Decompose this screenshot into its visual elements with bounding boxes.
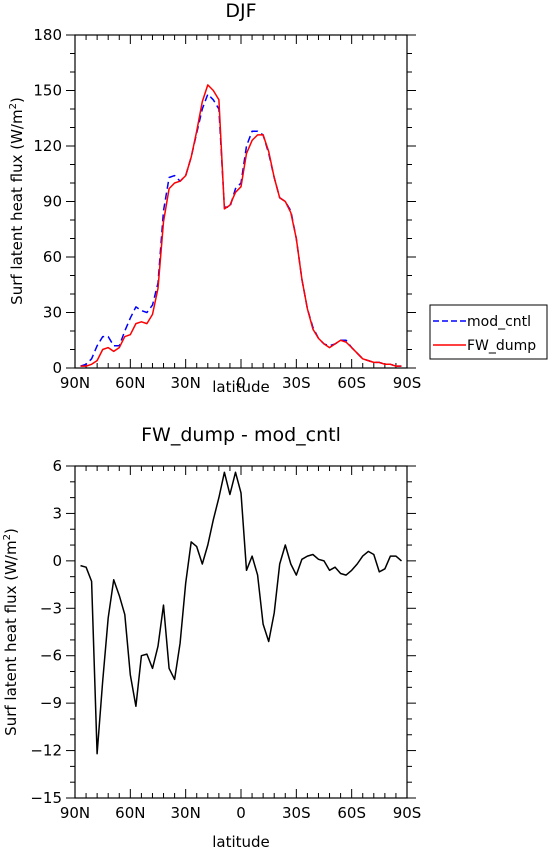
bottom-y-tick-label: −3 [40, 599, 62, 617]
bottom-chart-y-axis-label: Surf latent heat flux (W/m2) [2, 528, 20, 736]
bottom-x-tick-label: 30N [171, 804, 201, 822]
bottom-chart: FW_dump - mod_cntl latitude Surf latent … [2, 424, 421, 851]
top-x-tick-label: 60S [337, 374, 366, 392]
top-x-tick-label: 0 [236, 374, 246, 392]
bottom-series-line-difference [80, 471, 402, 755]
bottom-y-tick-label: 0 [52, 552, 62, 570]
bottom-chart-y-axis-label-close: ) [2, 528, 20, 534]
bottom-chart-y-axis-label-main: Surf latent heat flux (W/m [2, 540, 20, 735]
top-y-tick-label: 180 [33, 26, 62, 44]
bottom-x-tick-label: 60S [337, 804, 366, 822]
legend-label-fw-dump: FW_dump [467, 338, 536, 354]
top-chart-y-axis-label-close: ) [8, 97, 26, 103]
top-y-tick-label: 0 [52, 359, 62, 377]
top-y-tick-label: 60 [43, 248, 62, 266]
bottom-chart-y-axis-label-sup: 2 [2, 534, 13, 540]
top-chart-y-axis-label-sup: 2 [8, 103, 19, 109]
bottom-y-tick-label: −15 [30, 789, 62, 807]
bottom-x-tick-label: 90S [393, 804, 422, 822]
bottom-y-tick-label: −6 [40, 647, 62, 665]
top-series-line-fw-dump [80, 84, 402, 367]
top-y-tick-label: 90 [43, 193, 62, 211]
top-chart-legend: mod_cntl FW_dump [429, 304, 548, 360]
bottom-y-tick-label: 6 [52, 457, 62, 475]
bottom-chart-x-axis-label: latitude [212, 833, 270, 851]
top-chart-y-axis-label-main: Surf latent heat flux (W/m [8, 109, 26, 304]
top-chart-frame [74, 34, 408, 369]
top-y-tick-label: 120 [33, 137, 62, 155]
top-x-tick-label: 30N [171, 374, 201, 392]
bottom-x-tick-label: 30S [282, 804, 311, 822]
bottom-y-tick-label: 3 [52, 504, 62, 522]
bottom-y-tick-label: −12 [30, 742, 62, 760]
top-x-tick-label: 30S [282, 374, 311, 392]
top-chart-x-axis-label: latitude [212, 378, 270, 396]
bottom-chart-title: FW_dump - mod_cntl [141, 424, 341, 446]
bottom-x-tick-label: 60N [115, 804, 145, 822]
top-series-line-mod-cntl [80, 93, 402, 367]
top-chart-title: DJF [225, 0, 256, 22]
bottom-x-tick-label: 0 [236, 804, 246, 822]
legend-label-mod-cntl: mod_cntl [467, 314, 531, 330]
bottom-chart-frame [74, 465, 408, 799]
legend-frame [429, 304, 548, 360]
top-y-tick-label: 150 [33, 82, 62, 100]
bottom-y-tick-label: −9 [40, 694, 62, 712]
top-x-tick-label: 90N [60, 374, 90, 392]
top-chart-y-axis-label: Surf latent heat flux (W/m2) [8, 97, 26, 305]
bottom-x-tick-label: 90N [60, 804, 90, 822]
top-x-tick-label: 60N [115, 374, 145, 392]
top-x-tick-label: 90S [393, 374, 422, 392]
top-y-tick-label: 30 [43, 304, 62, 322]
top-chart: DJF latitude Surf latent heat flux (W/m2… [8, 0, 548, 396]
